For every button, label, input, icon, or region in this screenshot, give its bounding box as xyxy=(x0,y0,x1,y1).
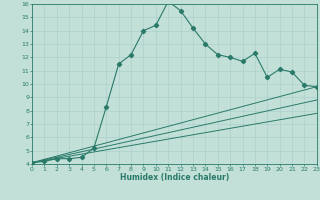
X-axis label: Humidex (Indice chaleur): Humidex (Indice chaleur) xyxy=(120,173,229,182)
